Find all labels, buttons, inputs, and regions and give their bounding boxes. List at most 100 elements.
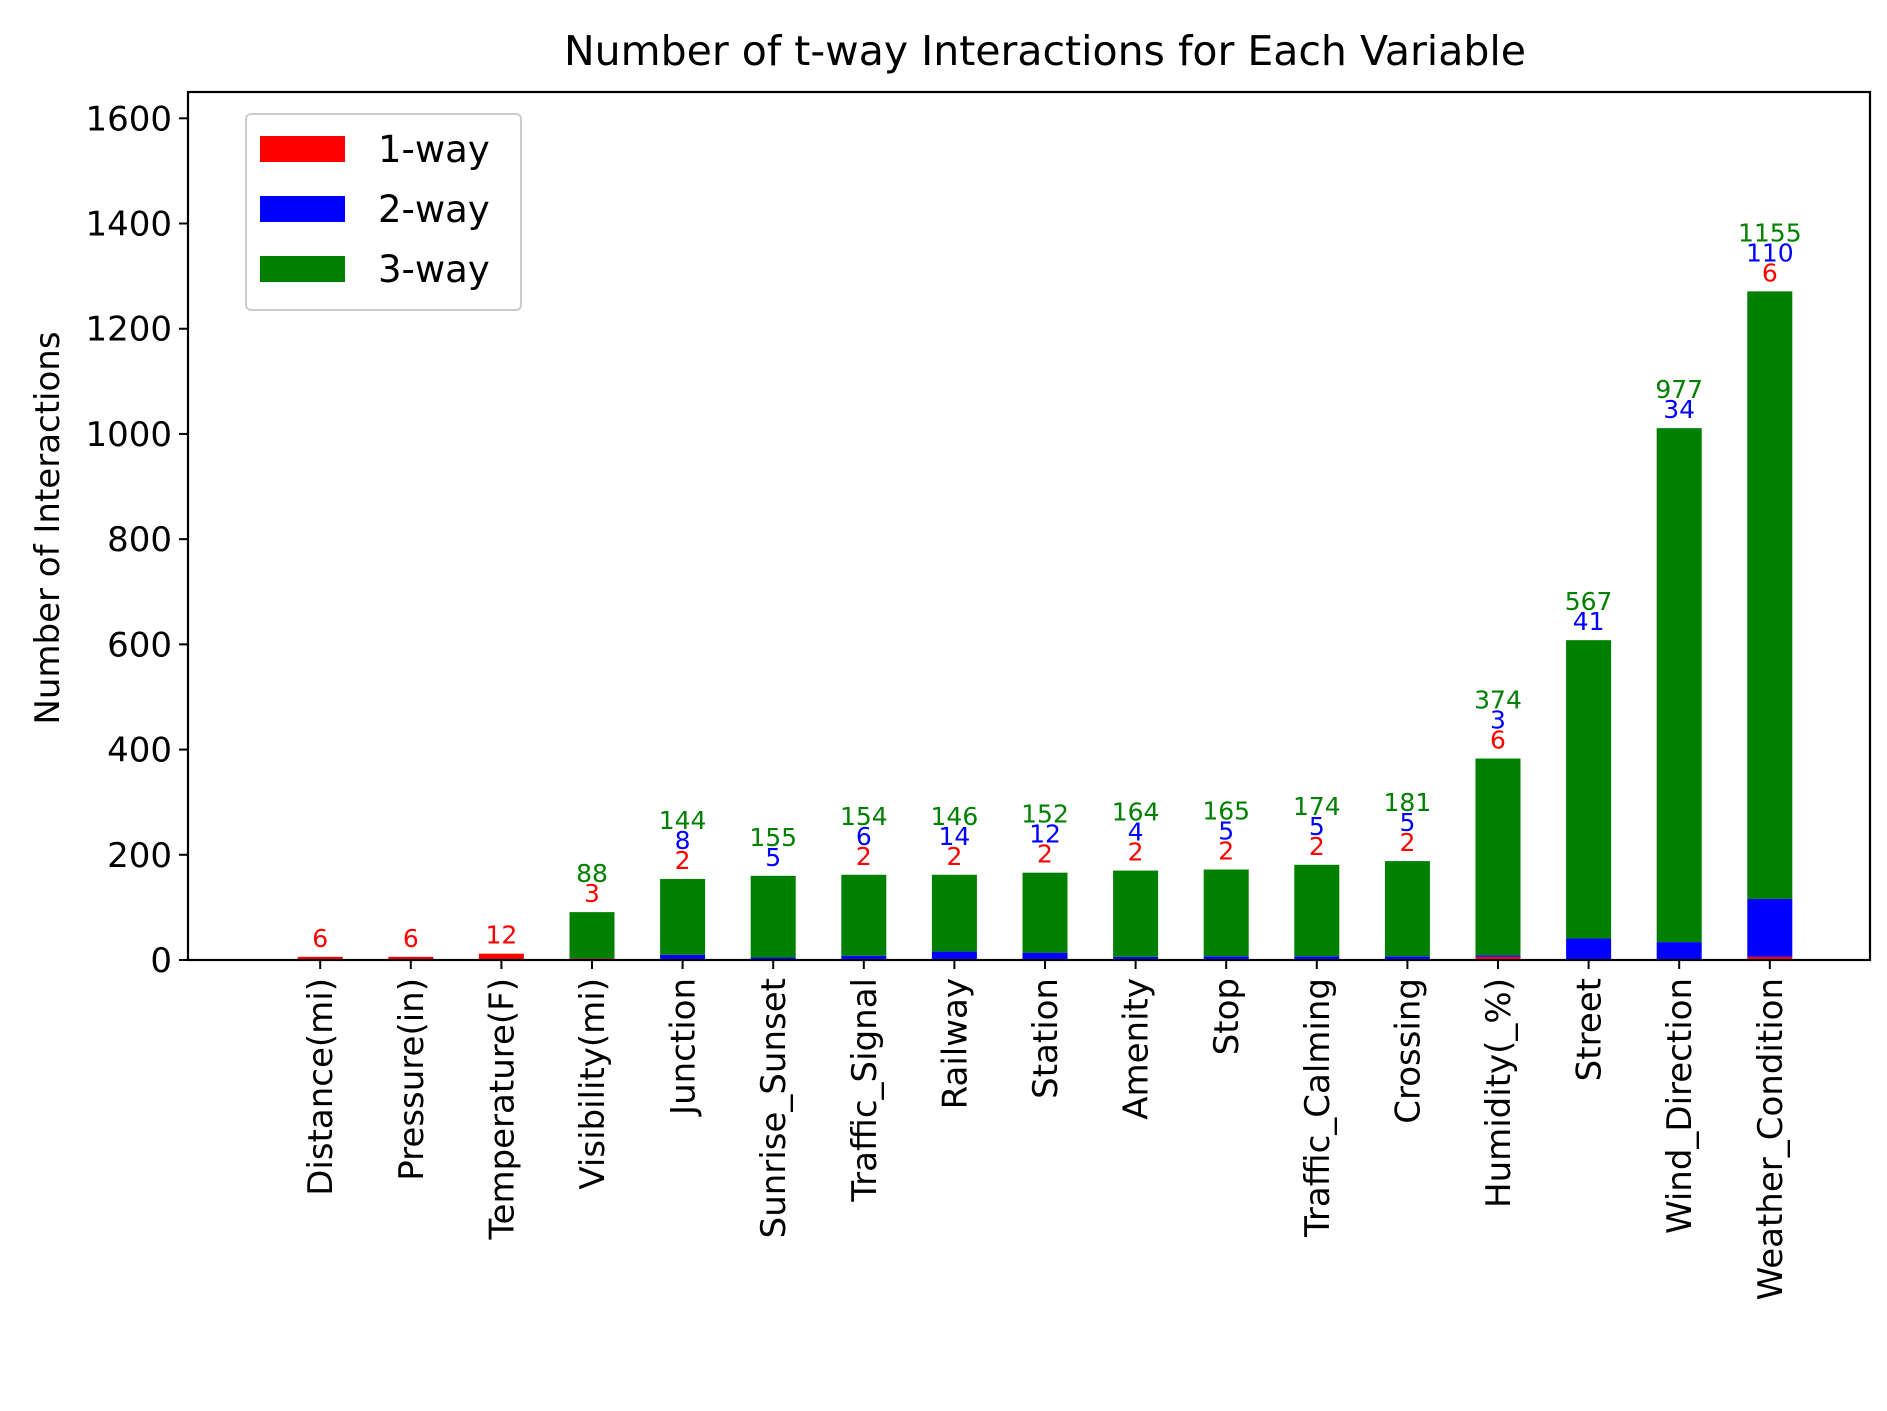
- y-tick-label: 0: [150, 941, 172, 981]
- data-label-1-way-6: 2: [856, 842, 872, 871]
- bar-1-way-1: [388, 956, 434, 960]
- data-label-1-way-2: 12: [485, 921, 517, 950]
- bar-2-way-15: [1656, 942, 1702, 960]
- bar-2-way-10: [1203, 956, 1249, 959]
- data-label-3-way-3: 88: [576, 859, 608, 888]
- x-tick-label: Traffic_Calming: [1298, 978, 1338, 1238]
- data-label-2-way-12: 5: [1399, 808, 1415, 837]
- y-tick-label: 1200: [85, 310, 172, 350]
- data-label-1-way-10: 2: [1218, 837, 1234, 866]
- bar-3-way-10: [1203, 869, 1249, 957]
- x-tick-label: Pressure(in): [392, 978, 432, 1181]
- legend-swatch-3-way: [260, 256, 345, 282]
- y-axis: 0 200 400 600 800 1000 1200 1400 1600: [85, 99, 188, 981]
- bar-3-way-16: [1747, 291, 1793, 899]
- data-label-3-way-12: 181: [1384, 788, 1432, 817]
- data-label-1-way-12: 2: [1399, 828, 1415, 857]
- chart-title: Number of t-way Interactions for Each Va…: [564, 27, 1526, 75]
- data-label-1-way-0: 6: [312, 924, 328, 953]
- data-label-3-way-10: 165: [1202, 797, 1250, 826]
- legend-label-2-way: 2-way: [378, 188, 490, 231]
- legend: 1-way 2-way 3-way: [245, 113, 522, 311]
- bar-1-way-2: [478, 953, 524, 960]
- y-tick-label: 600: [107, 625, 172, 665]
- x-tick-label: Distance(mi): [301, 978, 341, 1196]
- x-tick-label: Temperature(F): [482, 978, 522, 1240]
- bar-2-way-4: [660, 954, 706, 959]
- bar-2-way-9: [1113, 956, 1159, 959]
- bar-3-way-12: [1384, 861, 1430, 957]
- bars-group: [297, 291, 1793, 960]
- data-label-2-way-9: 4: [1128, 818, 1144, 847]
- legend-swatch-1-way: [260, 136, 345, 162]
- bar-2-way-14: [1566, 938, 1612, 960]
- data-label-1-way-11: 2: [1309, 832, 1325, 861]
- data-label-2-way-15: 34: [1663, 395, 1695, 424]
- bar-3-way-9: [1113, 870, 1159, 957]
- data-label-1-way-4: 2: [675, 846, 691, 875]
- data-label-2-way-10: 5: [1218, 817, 1234, 846]
- data-label-2-way-4: 8: [675, 826, 691, 855]
- plot-frame: [186, 90, 1872, 962]
- data-label-3-way-4: 144: [659, 806, 707, 835]
- data-label-2-way-13: 3: [1490, 706, 1506, 735]
- data-label-3-way-9: 164: [1112, 798, 1160, 827]
- bar-1-way-0: [297, 956, 343, 960]
- data-label-3-way-15: 977: [1655, 375, 1703, 404]
- x-tick-label: Wind_Direction: [1660, 978, 1700, 1234]
- bar-3-way-3: [569, 912, 615, 959]
- legend-label-3-way: 3-way: [378, 248, 490, 291]
- y-tick-label: 800: [107, 520, 172, 560]
- x-tick-label: Street: [1570, 978, 1610, 1081]
- y-axis-label: Number of Interactions: [28, 331, 68, 724]
- bar-3-way-11: [1294, 864, 1340, 957]
- data-label-1-way-7: 2: [946, 842, 962, 871]
- x-tick-label: Visibility(mi): [573, 978, 613, 1190]
- bar-2-way-16: [1747, 898, 1793, 957]
- data-label-3-way-8: 152: [1021, 800, 1069, 829]
- x-tick-label: Sunrise_Sunset: [754, 978, 794, 1238]
- x-tick-label: Junction: [664, 978, 704, 1117]
- x-tick-label: Traffic_Signal: [845, 978, 885, 1203]
- bar-2-way-11: [1294, 956, 1340, 959]
- data-label-1-way-8: 2: [1037, 840, 1053, 869]
- bar-1-way-13: [1475, 956, 1521, 960]
- data-label-1-way-13: 6: [1490, 726, 1506, 755]
- x-tick-label: Amenity: [1117, 978, 1157, 1120]
- legend-swatch-2-way: [260, 196, 345, 222]
- bar-2-way-6: [841, 955, 887, 959]
- x-tick-label: Railway: [935, 978, 975, 1109]
- data-label-2-way-11: 5: [1309, 812, 1325, 841]
- bar-3-way-15: [1656, 428, 1702, 943]
- x-tick-label: Weather_Condition: [1751, 978, 1791, 1300]
- bar-3-way-4: [660, 878, 706, 955]
- x-tick-label: Station: [1026, 978, 1066, 1099]
- x-axis: Distance(mi) Pressure(in) Temperature(F) Vi…: [301, 960, 1791, 1300]
- bar-3-way-8: [1022, 872, 1068, 953]
- data-label-1-way-16: 6: [1762, 258, 1778, 287]
- data-label-3-way-16: 1155: [1738, 218, 1802, 247]
- data-label-3-way-11: 174: [1293, 792, 1341, 821]
- data-label-1-way-3: 3: [584, 879, 600, 908]
- legend-label-1-way: 1-way: [378, 128, 490, 171]
- data-label-3-way-7: 146: [931, 802, 979, 831]
- bar-2-way-13: [1475, 955, 1521, 957]
- bar-1-way-16: [1747, 956, 1793, 960]
- bar-3-way-7: [931, 874, 977, 952]
- bar-2-way-5: [750, 957, 796, 960]
- data-label-3-way-6: 154: [840, 802, 888, 831]
- x-tick-label: Crossing: [1388, 978, 1428, 1124]
- bar-3-way-6: [841, 874, 887, 956]
- data-label-2-way-7: 14: [938, 822, 970, 851]
- y-tick-label: 1600: [85, 99, 172, 139]
- y-tick-label: 1400: [85, 205, 172, 245]
- bar-3-way-13: [1475, 758, 1521, 956]
- x-tick-label: Humidity(_%): [1479, 978, 1519, 1208]
- data-label-3-way-13: 374: [1474, 686, 1522, 715]
- data-label-1-way-9: 2: [1128, 838, 1144, 867]
- data-label-3-way-5: 155: [749, 823, 797, 852]
- data-label-2-way-8: 12: [1029, 820, 1061, 849]
- bar-3-way-14: [1566, 640, 1612, 939]
